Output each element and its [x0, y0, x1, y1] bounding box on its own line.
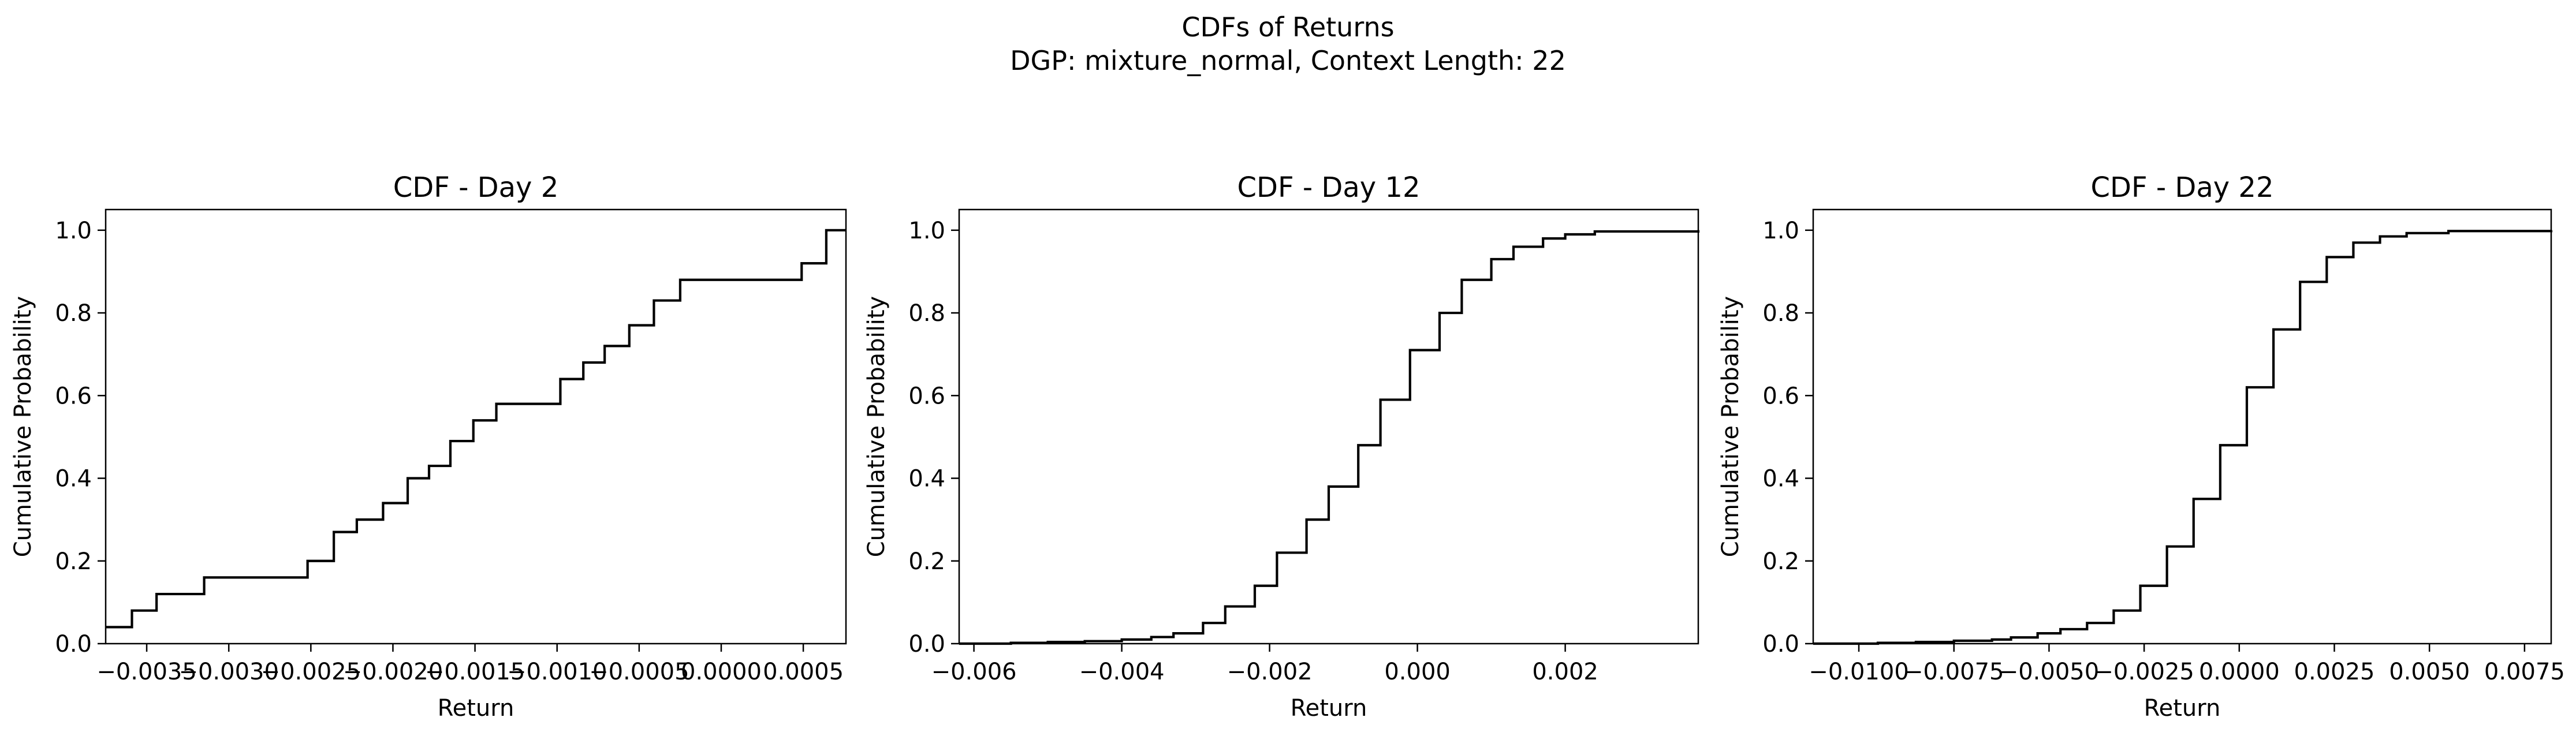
x-tick-label: −0.0030 — [178, 659, 278, 685]
axes-frame — [958, 208, 1699, 645]
x-tick-label: 0.0075 — [2484, 659, 2565, 685]
y-tick-label: 0.8 — [55, 300, 92, 327]
y-tick-label: 0.6 — [55, 383, 92, 409]
x-tick-label: 0.0050 — [2389, 659, 2470, 685]
cdf-step-line — [106, 229, 846, 629]
y-tick-label: 0.8 — [1762, 300, 1799, 327]
axes-frame — [1812, 208, 2552, 645]
x-tick-label: −0.0020 — [343, 659, 443, 685]
x-tick-label: 0.0025 — [2294, 659, 2375, 685]
y-tick-label: 0.6 — [908, 383, 945, 409]
y-tick-label: 0.0 — [1762, 631, 1799, 657]
y-axis-label: Cumulative Probability — [863, 296, 890, 557]
y-tick-label: 0.6 — [1762, 383, 1799, 409]
x-axis-label: Return — [1291, 695, 1367, 722]
chart-title: CDF - Day 12 — [1237, 171, 1420, 204]
x-tick-label: −0.0050 — [1999, 659, 2099, 685]
x-tick-label: −0.0025 — [261, 659, 361, 685]
y-tick-label: 0.8 — [908, 300, 945, 327]
cdf-step-line — [1813, 230, 2553, 645]
x-tick-label: −0.006 — [931, 659, 1017, 685]
y-tick-label: 1.0 — [908, 218, 945, 244]
chart-panel-3: CDF - Day 22 −0.0100−0.0075−0.0050−0.0025… — [1717, 171, 2565, 722]
y-tick-label: 0.4 — [908, 466, 945, 492]
y-tick-label: 0.2 — [1762, 548, 1799, 575]
figure-title: CDFs of Returns — [1181, 12, 1395, 43]
x-tick-label: −0.0100 — [1809, 659, 1908, 685]
cdf-step-line — [959, 230, 1700, 645]
y-axis-label: Cumulative Probability — [1717, 296, 1744, 557]
x-tick-label: −0.0025 — [2094, 659, 2194, 685]
y-tick-label: 0.0 — [908, 631, 945, 657]
figure-subtitle: DGP: mixture_normal, Context Length: 22 — [1010, 45, 1566, 76]
x-tick-label: −0.0035 — [96, 659, 196, 685]
x-tick-label: 0.002 — [1532, 659, 1598, 685]
x-tick-label: −0.0010 — [507, 659, 607, 685]
y-axis-label: Cumulative Probability — [10, 296, 36, 557]
y-tick-label: 0.0 — [55, 631, 92, 657]
x-tick-label: 0.000 — [1384, 659, 1451, 685]
x-axis-label: Return — [2144, 695, 2221, 722]
chart-title: CDF - Day 2 — [393, 171, 559, 204]
x-tick-label: −0.0005 — [589, 659, 689, 685]
y-tick-label: 0.4 — [1762, 466, 1799, 492]
y-tick-label: 0.2 — [55, 548, 92, 575]
chart-title: CDF - Day 22 — [2090, 171, 2273, 204]
chart-panel-2: CDF - Day 12 −0.006 −0.004 −0.002 0.000 0.002… — [863, 171, 1700, 722]
y-tick-label: 1.0 — [55, 218, 92, 244]
y-tick-label: 1.0 — [1762, 218, 1799, 244]
x-tick-label: −0.002 — [1227, 659, 1313, 685]
x-tick-label: −0.0075 — [1904, 659, 2004, 685]
x-tick-label: 0.0000 — [681, 659, 762, 685]
x-tick-label: −0.004 — [1079, 659, 1165, 685]
chart-panel-1: CDF - Day 2−0.0035−0.0030−0.0025−0.0020−… — [10, 171, 847, 722]
x-tick-label: −0.0015 — [425, 659, 525, 685]
axes-frame — [105, 208, 847, 645]
y-tick-label: 0.2 — [908, 548, 945, 575]
x-tick-label: 0.0000 — [2199, 659, 2280, 685]
x-axis-label: Return — [438, 695, 515, 722]
y-tick-label: 0.4 — [55, 466, 92, 492]
x-tick-label: 0.0005 — [763, 659, 844, 685]
